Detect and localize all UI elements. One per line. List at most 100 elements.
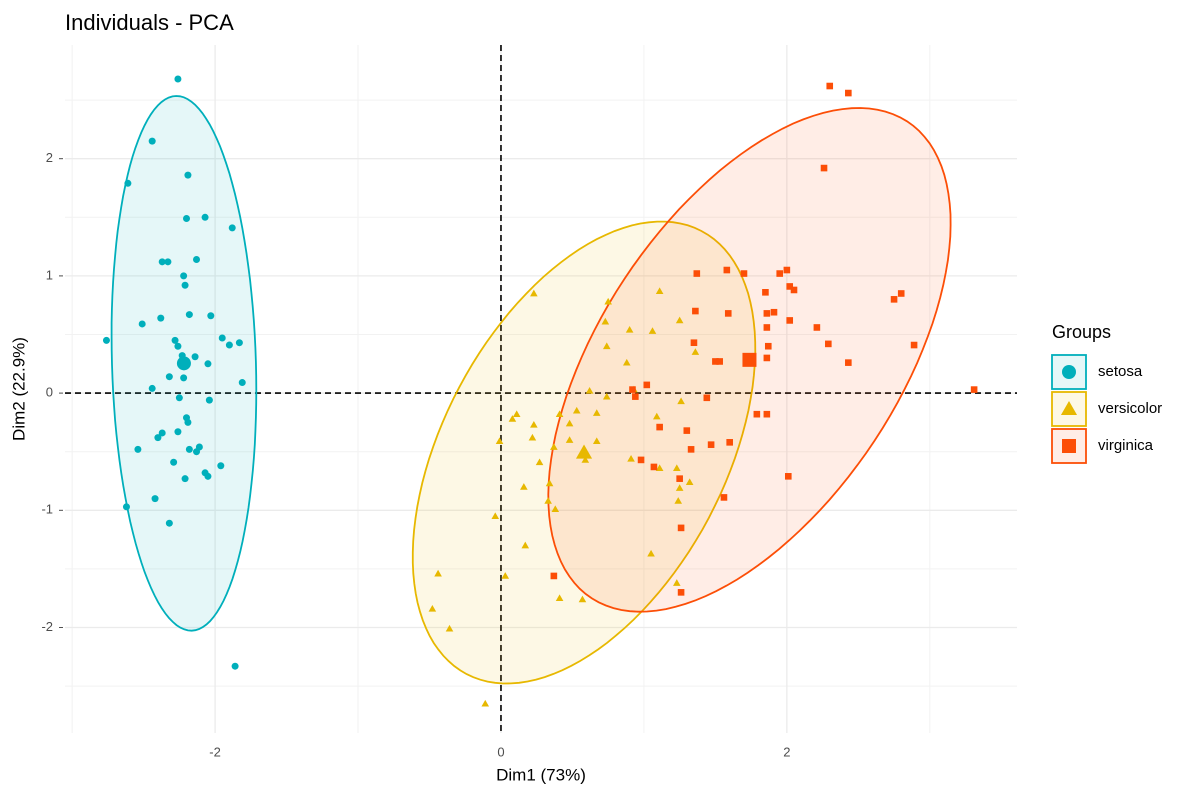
point: [184, 418, 192, 426]
group-mean: [742, 352, 757, 367]
point: [776, 270, 784, 277]
point: [585, 386, 594, 394]
chart-title: Individuals - PCA: [65, 10, 234, 35]
point: [703, 394, 711, 402]
point: [180, 272, 188, 280]
group-mean: [176, 356, 191, 371]
point: [676, 475, 683, 482]
point: [650, 463, 658, 471]
point: [183, 214, 191, 222]
point: [826, 82, 834, 90]
point: [501, 572, 510, 579]
point: [185, 311, 193, 319]
point: [677, 397, 685, 405]
point: [122, 503, 130, 511]
point: [845, 359, 852, 366]
point: [193, 255, 201, 263]
point: [165, 519, 173, 527]
point: [171, 336, 179, 344]
legend-marker: [1060, 400, 1078, 416]
point: [481, 699, 490, 707]
group-mean: [575, 444, 593, 459]
point: [673, 579, 681, 586]
points: [102, 75, 978, 707]
point: [138, 320, 146, 328]
point: [180, 374, 188, 382]
point: [578, 595, 587, 603]
point: [647, 549, 655, 557]
point: [707, 441, 715, 448]
point: [632, 393, 639, 400]
point: [677, 589, 685, 596]
point: [565, 419, 574, 427]
point: [204, 360, 212, 368]
point: [656, 423, 663, 431]
point: [550, 443, 558, 450]
point: [181, 475, 189, 483]
legend-marker: [1062, 365, 1076, 379]
point: [720, 494, 728, 501]
point: [148, 384, 156, 392]
point: [495, 437, 504, 445]
y-tick-label: -1: [41, 502, 53, 517]
point: [790, 286, 798, 294]
point: [675, 316, 684, 324]
point: [652, 412, 661, 420]
legend-key: [1051, 391, 1087, 427]
x-axis-title: Dim1 (73%): [496, 765, 586, 784]
point: [134, 445, 142, 453]
point: [185, 445, 193, 453]
point: [970, 386, 978, 393]
point: [225, 341, 233, 349]
legend: setosa versicolor virginica: [1051, 354, 1162, 464]
point: [629, 386, 636, 393]
point: [231, 662, 239, 670]
point: [723, 266, 731, 274]
legend-title: Groups: [1052, 322, 1111, 342]
point: [643, 381, 651, 389]
point: [228, 224, 236, 232]
y-axis-title: Dim2 (22.9%): [9, 337, 28, 441]
legend-label: versicolor: [1098, 400, 1162, 417]
point: [677, 524, 685, 532]
point: [637, 456, 645, 464]
point: [675, 484, 684, 491]
point: [601, 317, 610, 325]
point: [581, 456, 590, 463]
point: [565, 436, 574, 443]
grid: [65, 45, 1017, 733]
legend-label: setosa: [1098, 363, 1143, 380]
point: [786, 283, 794, 290]
point: [520, 483, 528, 490]
point: [193, 448, 201, 456]
point: [434, 569, 442, 577]
legend-key: [1051, 354, 1087, 390]
point: [191, 353, 199, 361]
point: [550, 572, 558, 580]
point: [157, 314, 165, 322]
point: [890, 296, 898, 303]
point: [625, 326, 634, 333]
point: [762, 289, 769, 296]
point: [764, 342, 772, 350]
point: [753, 410, 761, 418]
point: [784, 473, 792, 480]
point: [555, 410, 564, 418]
point: [763, 324, 771, 331]
point: [687, 446, 695, 453]
point: [530, 420, 538, 428]
point: [555, 594, 564, 602]
point: [655, 287, 664, 294]
point: [512, 410, 521, 418]
point: [204, 472, 212, 480]
point: [218, 334, 226, 342]
point: [551, 505, 560, 512]
point: [845, 89, 852, 97]
point: [786, 317, 794, 324]
point: [724, 310, 732, 317]
point: [692, 307, 699, 315]
point: [673, 464, 681, 471]
point: [184, 171, 192, 179]
point: [238, 379, 246, 387]
